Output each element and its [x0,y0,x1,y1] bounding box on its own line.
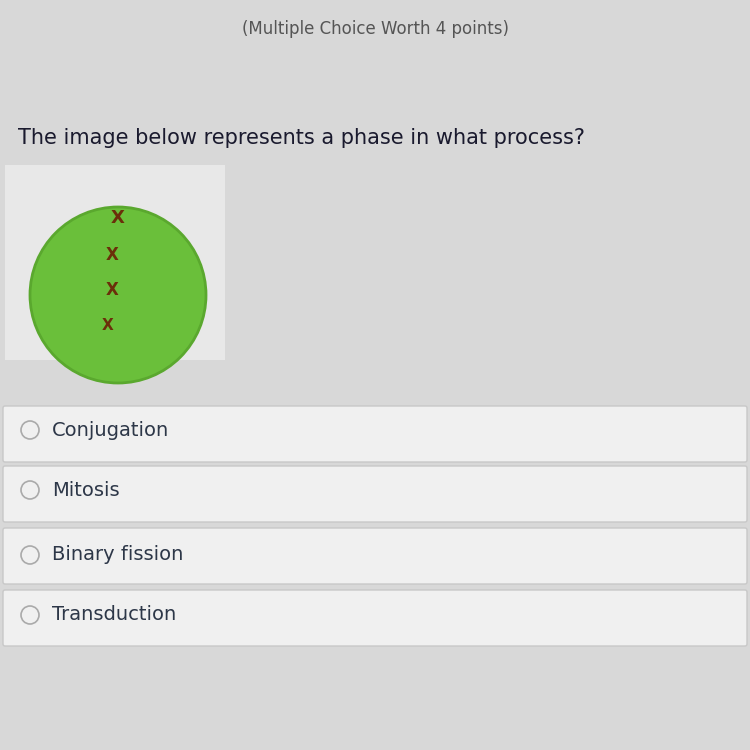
Text: Binary fission: Binary fission [52,545,183,565]
Text: Mitosis: Mitosis [52,481,120,500]
Text: (Multiple Choice Worth 4 points): (Multiple Choice Worth 4 points) [242,20,509,38]
Text: The image below represents a phase in what process?: The image below represents a phase in wh… [18,128,585,148]
Text: X: X [106,246,118,264]
Text: X: X [106,281,118,299]
FancyBboxPatch shape [3,406,747,462]
FancyBboxPatch shape [3,466,747,522]
Text: X: X [102,317,114,332]
FancyBboxPatch shape [5,165,225,360]
Text: Transduction: Transduction [52,605,176,625]
Text: X: X [111,209,125,227]
FancyBboxPatch shape [3,590,747,646]
FancyBboxPatch shape [3,528,747,584]
Circle shape [30,207,206,383]
Text: Conjugation: Conjugation [52,421,170,440]
